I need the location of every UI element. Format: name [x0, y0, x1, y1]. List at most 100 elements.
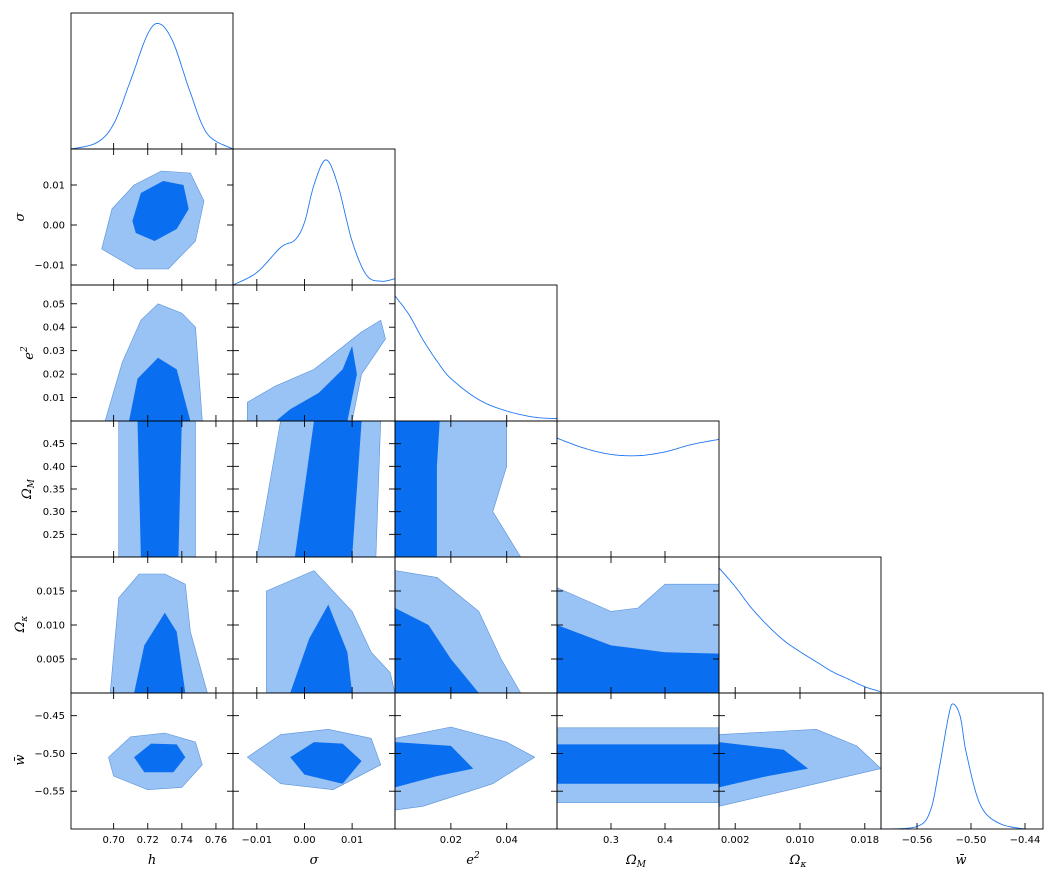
ytick-label-omm-0: 0.25 [43, 530, 65, 541]
marginal-e2 [395, 295, 557, 419]
ylabel-omm: ΩM [20, 478, 37, 500]
ylabel-e2: e2 [20, 346, 37, 360]
xlabel-sigma: σ [310, 853, 320, 868]
ytick-label-wbar-0: −0.45 [34, 711, 65, 722]
ytick-label-e2-0: 0.01 [43, 393, 65, 404]
marginal-group-e2 [395, 295, 557, 419]
xlabel-omm-base: Ω [625, 853, 637, 868]
ytick-label-omk-0: 0.005 [36, 655, 65, 666]
contour-h-omm [118, 421, 196, 557]
xtick-label-omk-1: 0.010 [786, 835, 815, 846]
marginal-group-omk [719, 567, 881, 693]
ytick-label-omm-1: 0.30 [43, 507, 65, 518]
xtick-label-omk-2: 0.018 [850, 835, 879, 846]
ylabel-sigma: σ [13, 211, 28, 221]
xtick-label-h-1: 0.72 [137, 835, 159, 846]
contour-68-omk-wbar [719, 742, 809, 788]
xtick-label-omm-0: 0.3 [603, 835, 619, 846]
contour-68-h-wbar [134, 743, 186, 773]
contour-68-e2-wbar [395, 742, 474, 788]
xlabel-omk-sub: κ [799, 860, 806, 870]
xlabel-omk: Ωκ [789, 853, 807, 870]
ytick-label-omk-1: 0.010 [36, 621, 65, 632]
contour-68-omm-omk [557, 625, 719, 693]
xtick-label-wbar-1: −0.50 [956, 835, 987, 846]
xtick-label-e2-0: 0.02 [440, 835, 462, 846]
contour-h-e2 [104, 303, 203, 421]
panel-3-3 [556, 420, 720, 558]
xlabel-e2-sup: 2 [473, 851, 480, 861]
ytick-label-sigma-2: 0.01 [43, 181, 65, 192]
marginal-group-wbar [881, 703, 1043, 829]
xlabel-h: h [148, 853, 156, 868]
ylabel-omk-base: Ω [13, 621, 28, 633]
contour-68-e2-omk [395, 608, 479, 693]
ytick-label-e2-3: 0.04 [43, 323, 65, 334]
ytick-label-wbar-1: −0.50 [34, 749, 65, 760]
xlabel-omm-sub: M [636, 860, 647, 870]
xlabel-omk-base: Ω [789, 853, 801, 868]
xtick-label-wbar-2: −0.44 [1010, 835, 1041, 846]
contour-68-omm-wbar [557, 744, 719, 784]
ytick-label-e2-1: 0.02 [43, 370, 65, 381]
xtick-label-omk-0: 0.002 [721, 835, 750, 846]
xtick-label-e2-1: 0.04 [496, 835, 518, 846]
panel-1-1 [232, 148, 396, 286]
marginal-group-h [71, 23, 233, 149]
contour-68-sigma-omk [290, 604, 353, 693]
ylabel-wbar: w̄ [13, 754, 28, 765]
contour-68-sigma-e2 [275, 346, 357, 421]
ytick-label-omm-3: 0.40 [43, 462, 65, 473]
ylabel-omm-sub: M [27, 478, 37, 489]
ytick-label-omm-4: 0.45 [43, 439, 65, 450]
contour-sigma-e2 [247, 319, 386, 421]
marginal-omk [719, 567, 881, 693]
contour-68-sigma-wbar [290, 742, 362, 784]
contour-68-h-omk [134, 612, 186, 693]
ytick-label-sigma-0: −0.01 [34, 261, 65, 272]
contour-omm-omk [557, 583, 719, 693]
ylabel-e2-base: e [22, 352, 37, 360]
contour-sigma-wbar [247, 728, 382, 791]
ytick-label-omk-2: 0.015 [36, 587, 65, 598]
xtick-label-sigma-1: 0.00 [293, 835, 315, 846]
contour-sigma-omk [266, 570, 395, 693]
ytick-label-e2-2: 0.03 [43, 346, 65, 357]
marginal-omm [557, 437, 719, 457]
marginal-sigma [233, 159, 395, 285]
xtick-label-wbar-0: −0.56 [902, 835, 933, 846]
ytick-label-e2-4: 0.05 [43, 299, 65, 310]
xlabel-wbar: w̄ [955, 853, 966, 868]
contour-68-sigma-omm [294, 421, 362, 557]
contour-68-e2-omm [395, 421, 440, 557]
xtick-label-sigma-0: −0.01 [241, 835, 272, 846]
panel-5-5 [880, 692, 1044, 830]
xtick-label-sigma-2: 0.01 [341, 835, 363, 846]
xtick-label-h-3: 0.76 [205, 835, 227, 846]
contour-omm-wbar [557, 727, 719, 803]
panel-2-2 [394, 284, 558, 422]
contour-h-omk [109, 573, 208, 693]
ytick-label-wbar-2: −0.55 [34, 787, 65, 798]
ytick-label-omm-2: 0.35 [43, 485, 65, 496]
contour-e2-omm [395, 421, 522, 557]
contour-h-wbar [108, 732, 203, 791]
contour-e2-wbar [395, 726, 536, 811]
ytick-label-sigma-1: 0.00 [43, 221, 65, 232]
xlabel-omm: ΩM [625, 853, 647, 870]
contour-omk-wbar [719, 728, 881, 807]
panel-0-0 [70, 12, 234, 150]
ylabel-omk: Ωκ [13, 616, 30, 634]
contour-68-h-omm [137, 421, 182, 557]
contour-sigma-omm [256, 421, 382, 557]
panels: 0.70 0.72 0.74 0.76 −0.01 0.00 0.01 0.02 0.04 0.3… [34, 12, 1044, 846]
contour-e2-omk [395, 570, 522, 693]
ylabel-e2-sup: 2 [20, 346, 30, 353]
xtick-label-h-2: 0.74 [171, 835, 193, 846]
xtick-label-omm-1: 0.4 [657, 835, 673, 846]
ylabel-omm-base: Ω [20, 488, 35, 500]
xlabel-e2: e2 [466, 851, 480, 868]
xlabel-e2-base: e [466, 853, 474, 868]
marginal-h [71, 23, 233, 149]
